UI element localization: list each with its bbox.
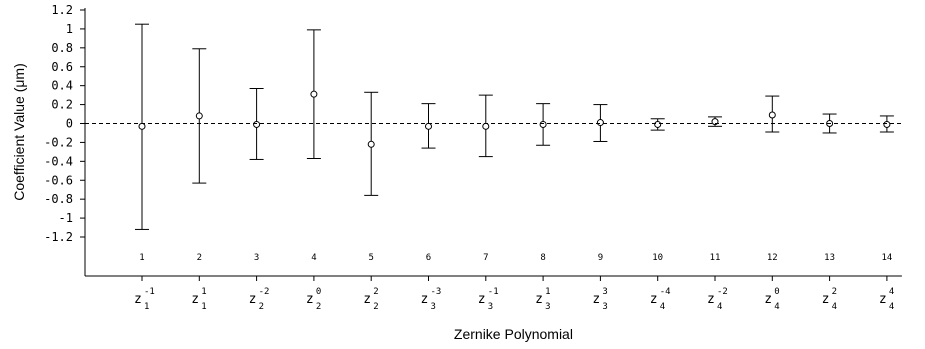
y-tick-label: 0.2 bbox=[51, 98, 73, 112]
x-category-subscript: 4 bbox=[774, 302, 779, 312]
data-point bbox=[253, 120, 261, 128]
x-category-subscript: 1 bbox=[201, 302, 206, 312]
data-point bbox=[367, 140, 375, 148]
x-category-base: z bbox=[592, 292, 600, 307]
x-category-base: z bbox=[421, 292, 429, 307]
x-category-superscript: 4 bbox=[889, 287, 894, 297]
x-category-superscript: 0 bbox=[774, 287, 779, 297]
data-point bbox=[883, 120, 891, 128]
data-point bbox=[425, 122, 432, 130]
x-category-subscript: 2 bbox=[259, 302, 264, 312]
x-category-subscript: 4 bbox=[889, 302, 894, 312]
x-category-subscript: 3 bbox=[431, 302, 436, 312]
x-category-superscript: 1 bbox=[201, 287, 206, 297]
x-category-base: z bbox=[879, 292, 887, 307]
y-tick-label: 0.4 bbox=[51, 79, 73, 93]
x-category-subscript: 3 bbox=[545, 302, 550, 312]
data-point bbox=[539, 120, 547, 128]
y-tick-label: -0.2 bbox=[44, 135, 73, 149]
y-tick-label: 0.8 bbox=[51, 41, 73, 55]
y-tick-label: -1.2 bbox=[44, 230, 73, 244]
index-label: 12 bbox=[767, 253, 778, 263]
x-category-base: z bbox=[363, 292, 371, 307]
x-category-subscript: 4 bbox=[717, 302, 722, 312]
data-point bbox=[768, 111, 776, 119]
x-category-base: z bbox=[822, 292, 830, 307]
data-point bbox=[310, 90, 318, 98]
x-category-subscript: 2 bbox=[373, 302, 378, 312]
index-label: 1 bbox=[139, 253, 144, 263]
x-category-base: z bbox=[191, 292, 199, 307]
x-category-base: z bbox=[535, 292, 543, 307]
index-label: 7 bbox=[483, 253, 488, 263]
data-point bbox=[596, 119, 604, 127]
x-category-superscript: 2 bbox=[373, 287, 378, 297]
x-category-base: z bbox=[764, 292, 772, 307]
x-category-superscript: 0 bbox=[316, 287, 321, 297]
x-category-labels: z 1-1 z 11 z 2-2 z 20 z 22 z 3-3 z 3-1 z 31 z 33 z 4-4 z 4-2 z… bbox=[134, 276, 894, 312]
x-category-superscript: -4 bbox=[660, 287, 671, 297]
x-category-subscript: 1 bbox=[144, 302, 149, 312]
index-label: 4 bbox=[311, 253, 316, 263]
x-category-superscript: -1 bbox=[488, 287, 499, 297]
index-label: 11 bbox=[710, 253, 721, 263]
x-category-base: z bbox=[707, 292, 715, 307]
data-points bbox=[138, 90, 891, 148]
index-label: 6 bbox=[426, 253, 431, 263]
y-tick-label: 1.2 bbox=[51, 3, 73, 17]
x-category-superscript: -1 bbox=[144, 287, 155, 297]
x-category-subscript: 4 bbox=[660, 302, 665, 312]
x-category-subscript: 4 bbox=[832, 302, 837, 312]
data-point bbox=[195, 112, 203, 120]
x-category-subscript: 3 bbox=[602, 302, 607, 312]
x-category-superscript: 3 bbox=[602, 287, 607, 297]
x-category-base: z bbox=[249, 292, 257, 307]
data-point bbox=[482, 122, 490, 130]
x-category-superscript: 2 bbox=[832, 287, 837, 297]
y-tick-label: -0.4 bbox=[44, 154, 73, 168]
y-tick-label: 1 bbox=[66, 22, 73, 36]
data-point bbox=[138, 122, 146, 130]
index-label: 3 bbox=[254, 253, 259, 263]
index-label: 2 bbox=[197, 253, 202, 263]
index-label: 5 bbox=[368, 253, 373, 263]
index-label: 10 bbox=[652, 253, 663, 263]
index-label: 13 bbox=[824, 253, 835, 263]
x-category-base: z bbox=[650, 292, 658, 307]
x-category-base: z bbox=[478, 292, 486, 307]
index-label: 14 bbox=[881, 253, 892, 263]
x-category-subscript: 3 bbox=[488, 302, 493, 312]
x-category-base: z bbox=[134, 292, 142, 307]
y-tick-label: -0.8 bbox=[44, 192, 73, 206]
y-axis-ticks: 1.2 1 0.8 0.6 0.4 0.2 0 -0.2 -0.4 -0.6 -0.8 -1 -1.2 bbox=[44, 3, 85, 244]
index-label: 8 bbox=[540, 253, 545, 263]
y-tick-label: 0 bbox=[66, 117, 73, 131]
x-category-superscript: 1 bbox=[545, 287, 550, 297]
x-category-superscript: -2 bbox=[717, 287, 728, 297]
data-point bbox=[654, 120, 662, 128]
y-tick-label: -0.6 bbox=[44, 173, 73, 187]
x-category-superscript: -2 bbox=[259, 287, 270, 297]
y-tick-label: -1 bbox=[59, 211, 73, 225]
x-axis-title: Zernike Polynomial bbox=[454, 326, 573, 342]
x-category-subscript: 2 bbox=[316, 302, 321, 312]
y-axis-title: Coefficient Value (μm) bbox=[11, 63, 27, 201]
x-category-superscript: -3 bbox=[431, 287, 442, 297]
x-category-base: z bbox=[306, 292, 314, 307]
index-labels: 1 2 3 4 5 6 7 8 9 10 11 12 13 14 bbox=[139, 253, 892, 263]
y-tick-label: 0.6 bbox=[51, 60, 73, 74]
error-bars bbox=[135, 23, 894, 230]
index-label: 9 bbox=[598, 253, 603, 263]
